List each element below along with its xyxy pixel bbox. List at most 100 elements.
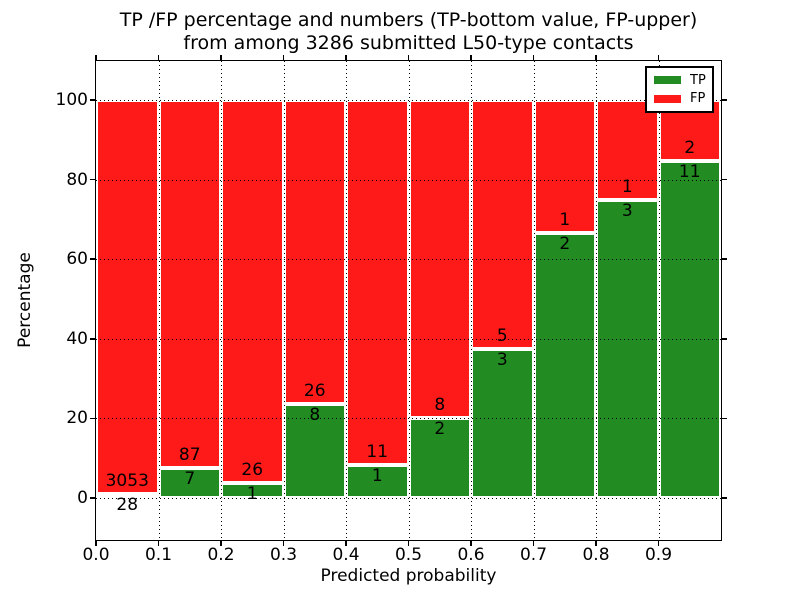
fp-count-label: 11	[366, 441, 389, 462]
x-tick	[470, 540, 472, 546]
x-tick-top	[532, 55, 535, 61]
x-tick-label: 0.8	[582, 545, 610, 565]
plot-area: 3053 28 87 7 26 1 26 8 11 1 8 2 5 3 1 2 1 3 2 11	[95, 60, 722, 541]
x-tick-label: 0.5	[394, 545, 423, 565]
gridline-vertical	[283, 61, 285, 540]
gridline-vertical	[346, 61, 347, 540]
chart-title-line1: TP /FP percentage and numbers (TP-bottom…	[119, 9, 698, 31]
gridline-vertical	[596, 61, 597, 540]
y-tick	[90, 338, 96, 340]
x-tick-top	[282, 55, 285, 61]
y-tick-right	[721, 338, 727, 340]
x-tick	[657, 540, 660, 546]
y-tick-label: 0	[77, 488, 88, 508]
x-tick-top	[157, 55, 160, 61]
x-tick-label: 0.7	[519, 545, 548, 565]
y-tick-right	[721, 178, 727, 181]
x-tick	[95, 540, 97, 546]
tp-count-label: 3	[496, 349, 508, 370]
x-tick-top	[407, 55, 410, 61]
tp-count-label: 28	[116, 495, 139, 516]
y-tick-right	[721, 258, 727, 260]
legend-entry-fp: FP	[654, 92, 712, 105]
legend-label-tp: TP	[690, 72, 706, 88]
y-tick-right	[721, 497, 727, 499]
x-axis-label: Predicted probability	[320, 566, 497, 586]
fp-count-label: 5	[496, 325, 508, 346]
bar-tp-segment	[596, 199, 659, 498]
tp-color-swatch-icon	[654, 76, 681, 85]
x-tick-top	[595, 55, 597, 61]
gridline-vertical	[471, 61, 472, 540]
legend: TP FP	[645, 66, 714, 113]
bar-fp-segment	[471, 100, 534, 349]
tp-count-label: 1	[246, 484, 258, 505]
fp-count-label: 87	[178, 445, 201, 466]
bar-tp-segment	[658, 161, 721, 498]
fp-count-label: 26	[241, 460, 264, 481]
bar-fp-segment	[158, 100, 221, 469]
x-tick-top	[345, 55, 347, 61]
x-tick	[282, 540, 285, 546]
x-tick	[595, 540, 597, 546]
y-tick	[90, 99, 96, 101]
bar-tp-segment	[533, 232, 596, 498]
gridline-horizontal	[96, 179, 721, 181]
gridline-horizontal	[96, 259, 721, 261]
bar-fp-segment	[96, 100, 159, 495]
fp-count-label: 8	[434, 395, 446, 416]
tp-count-label: 2	[434, 419, 446, 440]
y-tick-label: 100	[55, 90, 88, 110]
gridline-horizontal	[96, 100, 721, 101]
tp-count-label: 2	[559, 233, 571, 254]
x-tick-top	[220, 55, 222, 61]
y-tick-label: 60	[66, 249, 88, 270]
bar-fp-segment	[283, 100, 346, 405]
tp-count-label: 11	[678, 162, 701, 183]
bar-fp-segment	[346, 100, 409, 465]
x-tick	[157, 540, 160, 546]
tp-count-label: 7	[184, 469, 196, 490]
y-tick	[90, 178, 96, 181]
chart-title-line2: from among 3286 submitted L50-type conta…	[183, 32, 634, 54]
tp-count-label: 8	[309, 405, 321, 426]
bar-tp-segment	[471, 348, 534, 498]
fp-count-label: 2	[684, 138, 696, 159]
bar-tp-segment	[96, 494, 159, 499]
fp-count-label: 3053	[105, 471, 149, 492]
fp-color-swatch-icon	[654, 94, 681, 103]
y-tick	[90, 258, 96, 260]
gridline-horizontal	[96, 418, 721, 420]
y-tick-right	[721, 417, 727, 420]
fp-count-label: 1	[621, 176, 633, 197]
bar-fp-segment	[221, 100, 284, 484]
gridline-vertical	[408, 61, 410, 540]
y-tick	[90, 497, 96, 499]
y-tick-label: 20	[66, 408, 88, 429]
chart-title: TP /FP percentage and numbers (TP-bottom…	[96, 9, 721, 55]
x-tick-label: 0.4	[332, 545, 360, 565]
fp-count-label: 26	[303, 381, 326, 402]
fp-count-label: 1	[559, 209, 571, 230]
bar-tp-segment	[283, 404, 346, 498]
x-tick-top	[657, 55, 660, 61]
legend-label-fp: FP	[690, 91, 706, 107]
x-tick-top	[470, 55, 472, 61]
x-tick-label: 0.1	[144, 545, 173, 565]
bar-tp-segment	[158, 468, 221, 498]
gridline-vertical	[221, 61, 222, 540]
tp-count-label: 1	[371, 465, 383, 486]
x-tick	[220, 540, 222, 546]
x-tick	[532, 540, 535, 546]
x-tick	[345, 540, 347, 546]
x-tick-top	[95, 55, 97, 61]
x-tick	[407, 540, 410, 546]
gridline-vertical	[658, 61, 660, 540]
gridline-horizontal	[96, 338, 721, 340]
x-tick-label: 0.2	[207, 545, 235, 565]
y-tick	[90, 417, 96, 420]
tp-count-label: 3	[621, 200, 633, 221]
gridline-horizontal	[96, 498, 721, 499]
x-tick-label: 0.6	[457, 545, 485, 565]
